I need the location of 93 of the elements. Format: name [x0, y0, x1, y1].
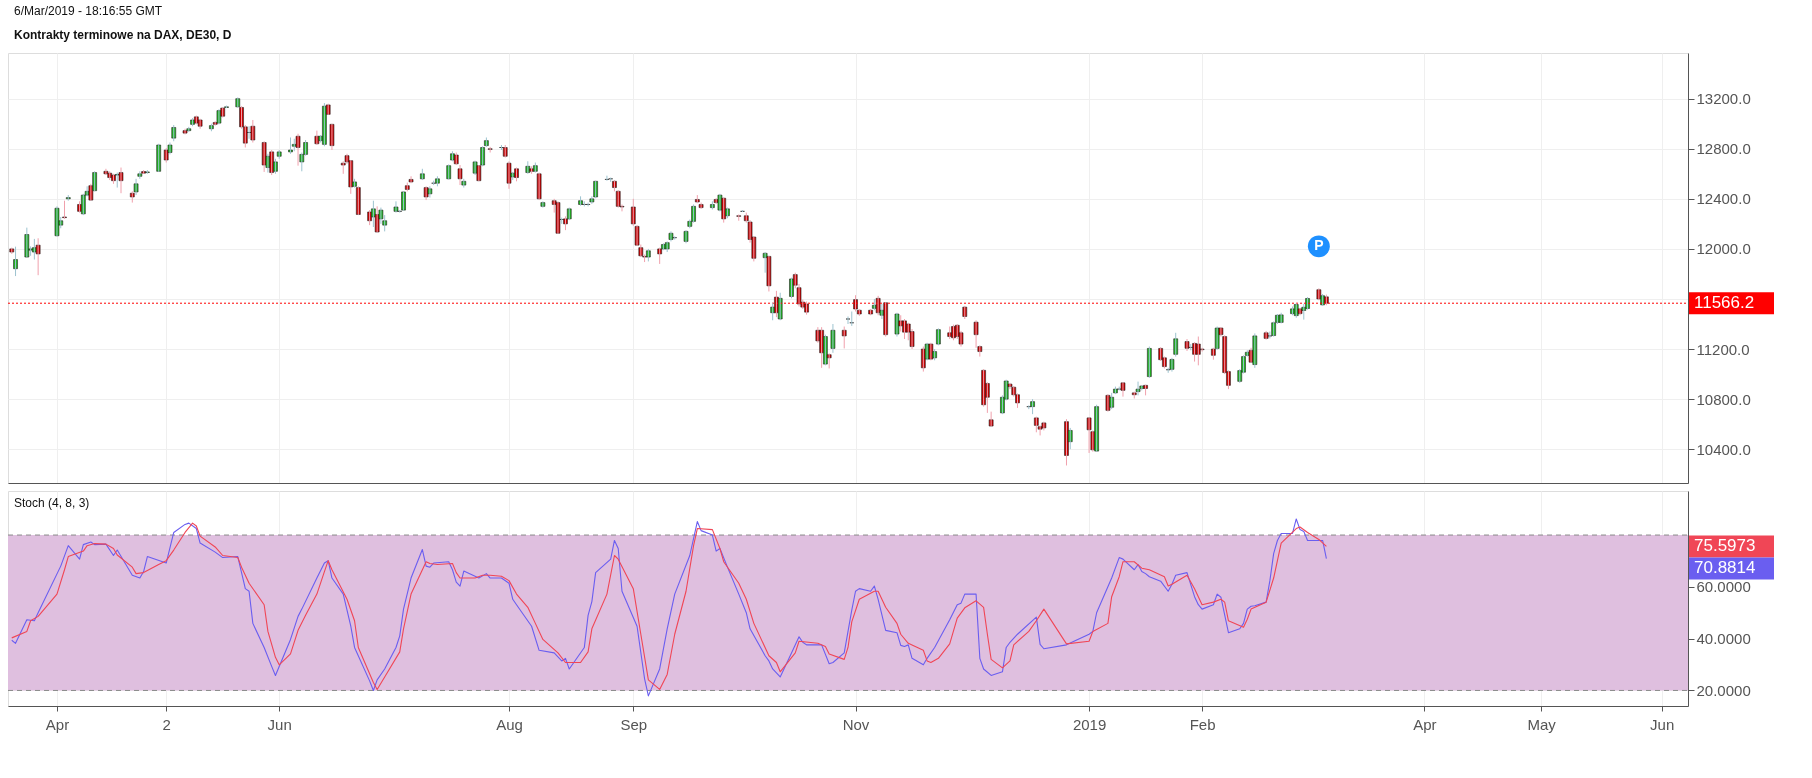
candlestick [408, 175, 414, 184]
candlestick [276, 149, 282, 160]
candlestick [186, 126, 192, 133]
x-tick-label: 2 [162, 715, 171, 733]
candlestick [156, 143, 161, 173]
y-tick-label: 12000.0 [1696, 240, 1751, 258]
candlestick [182, 128, 188, 135]
candlestick [393, 200, 399, 214]
x-tick-label: Apr [1413, 715, 1437, 733]
candlestick [435, 175, 440, 187]
y-tick-label: 60.0000 [1696, 578, 1751, 596]
candlestick [65, 194, 71, 202]
candlestick [197, 118, 203, 130]
x-tick-label: May [1527, 715, 1557, 733]
candlestick [457, 164, 463, 186]
candlestick [936, 327, 941, 346]
y-tick-label: 10400.0 [1696, 440, 1751, 458]
candlestick [288, 137, 293, 155]
text: 70.8814 [1694, 558, 1756, 578]
candlestick [1252, 332, 1258, 369]
x-tick-label: Jun [1650, 715, 1675, 733]
candlestick [1324, 294, 1329, 306]
candlestick [1135, 381, 1141, 396]
candlestick [35, 237, 41, 276]
candlestick [1169, 357, 1175, 373]
candlestick [502, 144, 508, 159]
y-tick-label: 13200.0 [1696, 90, 1751, 108]
candlestick [427, 185, 433, 199]
candlestick [683, 229, 689, 244]
candlestick [171, 124, 177, 142]
candlestick [111, 173, 116, 185]
candlestick [868, 308, 873, 316]
candlestick [1041, 421, 1047, 431]
candlestick [453, 152, 459, 166]
candlestick [841, 326, 847, 349]
candlestick [657, 247, 662, 265]
candlestick [81, 193, 86, 216]
x-tick-label: Sep [620, 715, 648, 733]
y-tick-label: 40.0000 [1696, 630, 1751, 648]
x-tick-label: Aug [496, 715, 523, 733]
candlestick [487, 146, 493, 154]
candlestick [973, 319, 979, 349]
candlestick [736, 213, 742, 222]
candlestick [1263, 330, 1269, 341]
candlestick [1034, 416, 1039, 433]
y-tick-label: 10800.0 [1696, 390, 1751, 408]
candlestick [1030, 398, 1035, 415]
x-tick-label: Apr [45, 715, 70, 733]
x-tick-label: Jun [267, 715, 292, 733]
candlestick [1109, 392, 1114, 410]
y-tick-label: 12800.0 [1696, 140, 1751, 158]
candlestick [1131, 391, 1137, 399]
x-tick-label: 2019 [1072, 715, 1107, 733]
candlestick [62, 200, 67, 220]
text: 75.5973 [1694, 536, 1756, 556]
candlestick [578, 195, 583, 207]
candlestick [118, 167, 124, 194]
y-tick-label: 12400.0 [1696, 190, 1751, 208]
candlestick [1184, 338, 1190, 352]
candlestick [540, 200, 546, 209]
chart-title: Stoch (4, 8, 3) [14, 496, 90, 510]
candlestick [13, 246, 18, 277]
candlestick [133, 178, 139, 196]
candlestick [698, 202, 704, 210]
candlestick [962, 305, 968, 320]
candlestick [612, 179, 617, 192]
candlestick [461, 178, 467, 189]
annotation: P [1314, 237, 1324, 254]
candlestick [1143, 384, 1148, 396]
candlestick [9, 247, 15, 255]
candlestick [988, 411, 994, 428]
candlestick [566, 207, 572, 221]
candlestick [514, 167, 519, 182]
candlestick [137, 170, 143, 180]
candlestick [1086, 416, 1092, 454]
x-tick-label: Feb [1189, 715, 1216, 733]
y-tick-label: 20.0000 [1696, 681, 1751, 699]
candlestick [777, 292, 783, 321]
candlestick [664, 240, 670, 253]
candlestick [145, 169, 150, 175]
candlestick [804, 300, 809, 316]
candlestick [1278, 312, 1284, 324]
candlestick [420, 168, 425, 181]
text: 6/Mar/2019 - 18:16:55 GMT [14, 4, 163, 18]
candlestick [710, 200, 715, 210]
chart-title: Kontrakty terminowe na DAX, DE30, D [14, 28, 232, 42]
candlestick [141, 169, 146, 175]
x-tick-label: Nov [842, 715, 870, 733]
y-tick-label: 11200.0 [1696, 340, 1750, 358]
candlestick [1173, 332, 1179, 358]
candlestick [250, 119, 256, 144]
candlestick [695, 194, 700, 204]
ref-line-label: 11566.2 [1694, 293, 1755, 313]
